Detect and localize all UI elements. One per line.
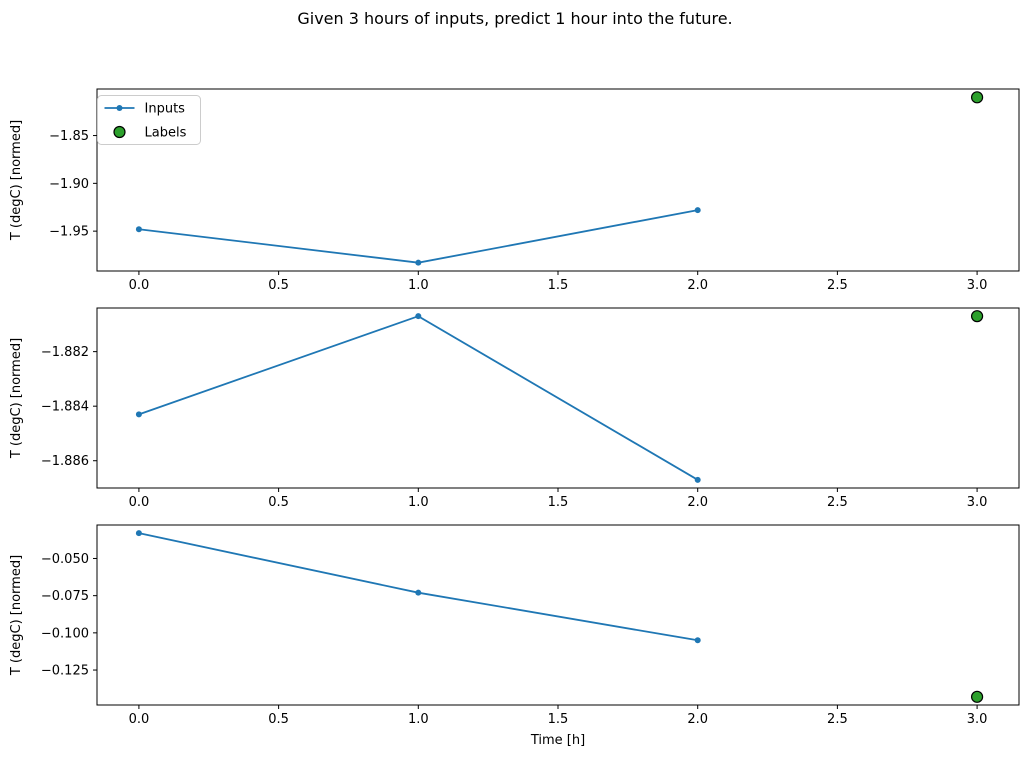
labels-marker bbox=[970, 91, 984, 104]
x-tick-label: 0.0 bbox=[129, 278, 150, 293]
y-tick-label: −1.85 bbox=[49, 129, 89, 144]
y-tick-label: −1.90 bbox=[49, 177, 89, 192]
x-tick-label: 2.0 bbox=[687, 278, 708, 293]
x-tick-label: 1.0 bbox=[408, 278, 429, 293]
figure-title: Given 3 hours of inputs, predict 1 hour … bbox=[297, 9, 733, 28]
legend-inputs-marker-icon bbox=[116, 105, 123, 111]
x-tick-label: 2.0 bbox=[687, 712, 708, 727]
labels-marker bbox=[970, 310, 984, 323]
subplot-2: −1.882 −1.884 −1.886 0.0 0.5 1.0 1.5 2.0 2.5 3.0 T… bbox=[9, 307, 1020, 510]
y-tick-label: −1.886 bbox=[41, 454, 89, 469]
x-tick-label: 2.0 bbox=[687, 495, 708, 510]
inputs-marker bbox=[694, 476, 701, 483]
y-axis-label: T (degC) [normed] bbox=[9, 555, 24, 676]
y-tick-label: −0.075 bbox=[41, 589, 89, 604]
legend-item-label: Inputs bbox=[145, 102, 186, 117]
y-tick-label: −0.050 bbox=[41, 552, 89, 567]
legend: Inputs Labels bbox=[97, 95, 201, 145]
x-axis-label: Time [h] bbox=[530, 733, 585, 748]
axes-frame bbox=[96, 524, 1020, 706]
x-tick-label: 1.5 bbox=[548, 495, 569, 510]
inputs-marker bbox=[694, 637, 701, 644]
y-axis-label: T (degC) [normed] bbox=[9, 338, 24, 459]
x-tick-label: 3.0 bbox=[967, 712, 988, 727]
inputs-marker bbox=[135, 226, 142, 233]
x-tick-label: 0.5 bbox=[268, 278, 289, 293]
inputs-marker bbox=[415, 313, 422, 320]
x-tick-label: 2.5 bbox=[827, 712, 848, 727]
x-tick-label: 0.5 bbox=[268, 712, 289, 727]
x-tick-label: 0.0 bbox=[129, 495, 150, 510]
x-tick-label: 0.0 bbox=[129, 712, 150, 727]
subplot-3: −0.050 −0.075 −0.100 −0.125 0.0 0.5 1.0 1.5 2.0 2… bbox=[9, 524, 1020, 748]
x-tick-label: 0.5 bbox=[268, 495, 289, 510]
x-tick-label: 1.5 bbox=[548, 278, 569, 293]
x-tick-label: 1.5 bbox=[548, 712, 569, 727]
x-tick-label: 2.5 bbox=[827, 495, 848, 510]
x-tick-label: 3.0 bbox=[967, 278, 988, 293]
y-tick-label: −1.884 bbox=[41, 400, 89, 415]
labels-marker bbox=[970, 690, 984, 703]
axes-frame bbox=[96, 88, 1020, 272]
legend-item-label: Labels bbox=[145, 126, 187, 141]
y-axis-label: T (degC) [normed] bbox=[9, 120, 24, 241]
inputs-marker bbox=[415, 259, 422, 266]
y-tick-label: −1.95 bbox=[49, 225, 89, 240]
y-tick-label: −0.100 bbox=[41, 626, 89, 641]
x-tick-label: 3.0 bbox=[967, 495, 988, 510]
x-tick-label: 2.5 bbox=[827, 278, 848, 293]
inputs-marker bbox=[135, 411, 142, 418]
inputs-marker bbox=[415, 589, 422, 596]
inputs-marker bbox=[135, 530, 142, 537]
y-tick-label: −1.882 bbox=[41, 345, 89, 360]
legend-labels-marker-icon bbox=[113, 125, 126, 139]
x-tick-label: 1.0 bbox=[408, 495, 429, 510]
inputs-marker bbox=[694, 207, 701, 214]
y-tick-label: −0.125 bbox=[41, 664, 89, 679]
x-tick-label: 1.0 bbox=[408, 712, 429, 727]
subplot-1: −1.85 −1.90 −1.95 0.0 0.5 1.0 1.5 2.0 2.5 3.0 T (d… bbox=[9, 88, 1020, 293]
